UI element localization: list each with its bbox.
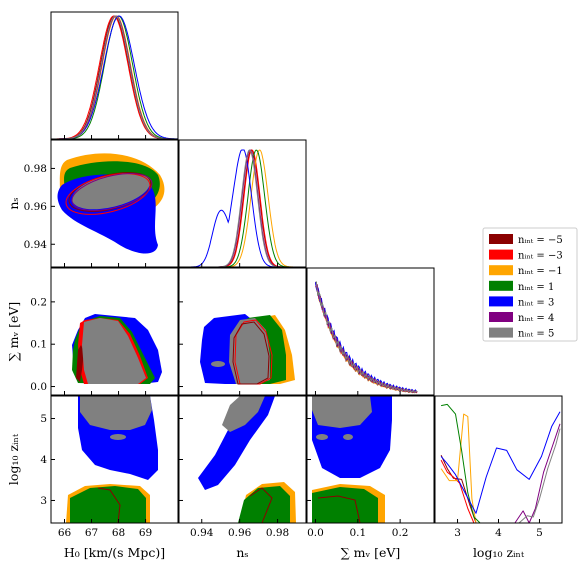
H0-curve-1 — [51, 15, 178, 140]
logz-curve-3 — [441, 403, 481, 524]
panel-frame-0-0 — [50, 11, 179, 140]
contour-mnu-logz-panel — [312, 396, 392, 523]
mnu-curve-5 — [315, 281, 418, 394]
legend-swatch-3 — [489, 280, 513, 291]
legend-label-5: nᵢₙₜ = 4 — [518, 313, 554, 324]
contour-H0-logz-panel — [66, 396, 158, 523]
xaxis-label-H0: H₀ [km/(s Mpc)] — [64, 545, 165, 560]
region-grey-blob — [110, 434, 126, 440]
region-grey — [82, 318, 146, 384]
xtick-label-logz-1: 4 — [495, 527, 502, 539]
logz-curve-5 — [441, 423, 561, 524]
xtick-label-H0-2: 68 — [112, 527, 125, 539]
legend-label-1: nᵢₙₜ = −3 — [518, 251, 563, 262]
region-grey — [312, 396, 372, 428]
logz-curve-6 — [441, 428, 561, 524]
region-grey-blob — [211, 361, 225, 367]
axes-layer: 66 67 68 69 H₀ [km/(s Mpc)] 0.94 0.96 0.98 nₛ 0.0… — [6, 11, 563, 560]
panel-frame-2-2 — [306, 267, 435, 396]
ytick-label-ns-0: 0.94 — [24, 239, 48, 251]
legend-label-2: nᵢₙₜ = −1 — [518, 266, 563, 277]
contour-ns-logz-panel — [198, 396, 296, 523]
legend-label-6: nᵢₙₜ = 5 — [518, 329, 554, 340]
xtick-label-mnu-0: 0.0 — [307, 527, 324, 539]
logz-curve-4 — [440, 411, 561, 514]
xtick-label-H0-3: 69 — [139, 527, 152, 539]
region-grey — [229, 318, 270, 384]
ytick-label-mnu-0: 0.0 — [30, 381, 47, 393]
H0-curve-3 — [51, 15, 178, 140]
legend-swatch-0 — [489, 234, 513, 244]
H0-curve--3 — [51, 15, 178, 140]
contour-ns-mnu-panel — [200, 314, 295, 385]
yaxis-label-ns: nₛ — [6, 197, 21, 209]
panel-frame-3-3 — [434, 395, 563, 524]
legend-swatch-2 — [489, 265, 513, 276]
H0-curve-4 — [51, 15, 178, 140]
ytick-label-logz-0: 3 — [40, 495, 47, 507]
H0-curve--5 — [51, 15, 178, 140]
contour-darkred — [232, 321, 270, 385]
region-grey — [222, 396, 265, 432]
contour-H0-mnu-panel — [72, 314, 162, 384]
yaxis-label-mnu: ∑ mᵥ [eV] — [6, 302, 21, 362]
xtick-label-H0-0: 66 — [58, 527, 72, 539]
mnu-curve-4 — [315, 284, 418, 394]
ytick-label-logz-1: 4 — [40, 454, 47, 466]
xtick-label-H0-1: 67 — [85, 527, 98, 539]
xtick-label-ns-0: 0.94 — [190, 527, 214, 539]
xaxis-label-logz: log₁₀ zᵢₙₜ — [473, 545, 525, 560]
legend-swatch-1 — [489, 249, 513, 260]
panel-frame-1-0 — [50, 139, 179, 268]
contour-darkred — [249, 487, 273, 523]
ytick-label-logz-2: 5 — [40, 413, 47, 425]
H0-curve--1 — [51, 15, 178, 140]
marginal-mnu-panel — [315, 281, 418, 394]
contour-red — [65, 173, 151, 215]
xaxis-label-mnu: ∑ mᵥ [eV] — [341, 545, 401, 560]
ytick-label-mnu-1: 0.1 — [30, 339, 47, 351]
contour-red — [234, 319, 273, 385]
marginal-ns-panel — [179, 149, 306, 268]
region-blue — [198, 396, 275, 490]
region-grey — [80, 396, 152, 430]
region-darkred — [76, 345, 84, 382]
legend-swatch-4 — [489, 296, 513, 307]
ytick-label-mnu-2: 0.2 — [30, 296, 47, 308]
contour-purple — [71, 173, 153, 211]
H0-curve-5 — [51, 15, 178, 140]
ytick-label-ns-2: 0.98 — [24, 163, 47, 175]
contour-H0-ns-panel — [57, 153, 165, 254]
panel-frame-2-0 — [50, 267, 179, 396]
marginal-H0-panel — [51, 15, 178, 140]
xtick-label-logz-2: 5 — [536, 527, 543, 539]
region-green — [312, 487, 378, 523]
legend: nᵢₙₜ = −5 nᵢₙₜ = −3 nᵢₙₜ = −1 nᵢₙₜ = 1 nᵢₙₜ … — [482, 227, 578, 342]
legend-label-0: nᵢₙₜ = −5 — [518, 235, 563, 246]
legend-label-4: nᵢₙₜ = 3 — [518, 297, 554, 308]
legend-swatch-6 — [489, 327, 513, 338]
ytick-label-ns-1: 0.96 — [24, 201, 48, 213]
xtick-label-mnu-1: 0.1 — [349, 527, 366, 539]
xtick-label-ns-1: 0.96 — [228, 527, 252, 539]
xtick-label-logz-0: 3 — [454, 527, 461, 539]
xtick-label-mnu-2: 0.2 — [392, 527, 409, 539]
yaxis-label-logz: log₁₀ zᵢₙₜ — [6, 433, 21, 485]
contour-darkred — [97, 487, 121, 523]
contour-darkred — [317, 495, 361, 523]
panel-frame-1-1 — [178, 139, 307, 268]
legend-swatch-5 — [489, 312, 513, 322]
region-green — [70, 486, 146, 523]
legend-label-3: nᵢₙₜ = 1 — [518, 282, 554, 293]
xaxis-label-ns: nₛ — [236, 545, 248, 560]
panel-frame-2-1 — [178, 267, 307, 396]
marginal-logz-panel — [440, 403, 561, 524]
region-grey-blob-2 — [343, 434, 353, 440]
region-grey-blob-1 — [316, 434, 328, 440]
xtick-label-ns-2: 0.98 — [266, 527, 289, 539]
